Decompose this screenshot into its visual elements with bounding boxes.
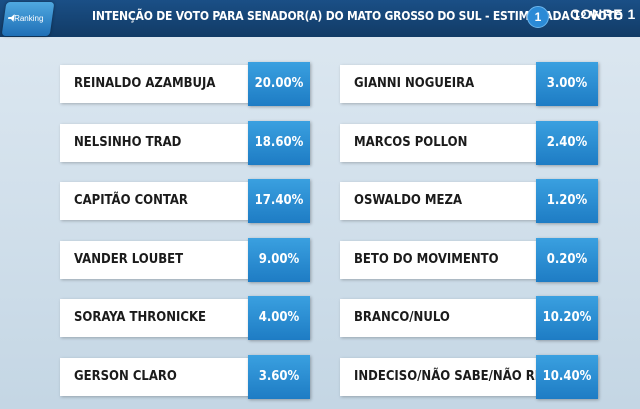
percentage-box: 10.40% — [536, 354, 598, 399]
candidate-name-box: CAPITÃO CONTAR — [60, 182, 252, 220]
percentage-box: 9.00% — [248, 237, 310, 282]
candidate-name-box: BETO DO MOVIMENTO — [340, 240, 540, 279]
percentage-box: 2.40% — [536, 120, 598, 165]
percentage-label: 10.20% — [542, 310, 592, 325]
percentage-label: 3.60% — [258, 368, 300, 384]
percentage-box: 3.60% — [248, 354, 310, 399]
result-row: GERSON CLARO 3.60% — [60, 354, 310, 399]
percentage-box: 17.40% — [248, 179, 310, 223]
percentage-label: 3.00% — [546, 76, 588, 91]
candidate-name: CAPITÃO CONTAR — [74, 193, 188, 208]
percentage-box: 1.20% — [536, 179, 598, 223]
percentage-box: 3.00% — [536, 62, 598, 106]
candidate-name: MARCOS POLLON — [354, 134, 468, 150]
result-row: INDECISO/NÃO SABE/NÃO RESP. 10.40% — [340, 354, 598, 399]
percentage-box: 18.60% — [248, 120, 310, 165]
percentage-label: 1.20% — [546, 193, 588, 208]
percentage-label: 4.00% — [258, 310, 300, 325]
candidate-name: REINALDO AZAMBUJA — [74, 76, 216, 91]
result-row: OSWALDO MEZA 1.20% — [340, 179, 598, 223]
result-row: MARCOS POLLON 2.40% — [340, 120, 598, 165]
candidate-name-box: REINALDO AZAMBUJA — [60, 65, 252, 103]
percentage-label: 17.40% — [254, 193, 304, 208]
candidate-name-box: MARCOS POLLON — [340, 123, 540, 162]
candidate-name: VANDER LOUBET — [74, 251, 184, 267]
result-row: GIANNI NOGUEIRA 3.00% — [340, 62, 598, 106]
candidate-name-box: GERSON CLARO — [60, 357, 252, 396]
percentage-label: 20.00% — [254, 76, 304, 91]
header-bar: Ranking INTENÇÃO DE VOTO PARA SENADOR(A)… — [0, 0, 640, 37]
result-row: BETO DO MOVIMENTO 0.20% — [340, 237, 598, 282]
percentage-label: 10.40% — [542, 368, 592, 384]
candidate-name: GIANNI NOGUEIRA — [354, 76, 475, 91]
percentage-label: 0.20% — [546, 251, 588, 267]
candidate-name-box: BRANCO/NULO — [340, 299, 540, 337]
result-row: SORAYA THRONICKE 4.00% — [60, 296, 310, 340]
percentage-box: 4.00% — [248, 296, 310, 340]
ranking-icon — [7, 14, 15, 22]
page-title: INTENÇÃO DE VOTO PARA SENADOR(A) DO MATO… — [92, 9, 623, 23]
result-row: REINALDO AZAMBUJA 20.00% — [60, 62, 310, 106]
result-row: NELSINHO TRAD 18.60% — [60, 120, 310, 165]
conre-logo: CONRE 1 — [570, 6, 636, 22]
candidate-name: INDECISO/NÃO SABE/NÃO RESP. — [354, 368, 562, 384]
percentage-label: 9.00% — [258, 251, 300, 267]
candidate-name-box: INDECISO/NÃO SABE/NÃO RESP. — [340, 357, 562, 396]
ranking-badge[interactable]: Ranking — [1, 2, 55, 36]
result-row: VANDER LOUBET 9.00% — [60, 237, 310, 282]
candidate-name: BRANCO/NULO — [354, 310, 450, 325]
percentage-box: 10.20% — [536, 296, 598, 340]
candidate-name-box: OSWALDO MEZA — [340, 182, 540, 220]
candidate-name-box: VANDER LOUBET — [60, 240, 252, 279]
percentage-label: 18.60% — [254, 134, 304, 150]
candidate-name-box: GIANNI NOGUEIRA — [340, 65, 540, 103]
candidate-name: SORAYA THRONICKE — [74, 310, 207, 325]
percentage-box: 0.20% — [536, 237, 598, 282]
candidate-name: OSWALDO MEZA — [354, 193, 463, 208]
result-row: BRANCO/NULO 10.20% — [340, 296, 598, 340]
percentage-box: 20.00% — [248, 62, 310, 106]
ranking-badge-label: Ranking — [14, 14, 44, 23]
candidate-name-box: SORAYA THRONICKE — [60, 299, 252, 337]
result-row: CAPITÃO CONTAR 17.40% — [60, 179, 310, 223]
percentage-label: 2.40% — [546, 134, 588, 150]
candidate-name: BETO DO MOVIMENTO — [354, 251, 499, 267]
logo-text: CONRE 1 — [570, 6, 636, 22]
candidate-name: GERSON CLARO — [74, 368, 177, 384]
page-number-badge: 1 — [527, 6, 549, 28]
candidate-name-box: NELSINHO TRAD — [60, 123, 252, 162]
candidate-name: NELSINHO TRAD — [74, 134, 182, 150]
